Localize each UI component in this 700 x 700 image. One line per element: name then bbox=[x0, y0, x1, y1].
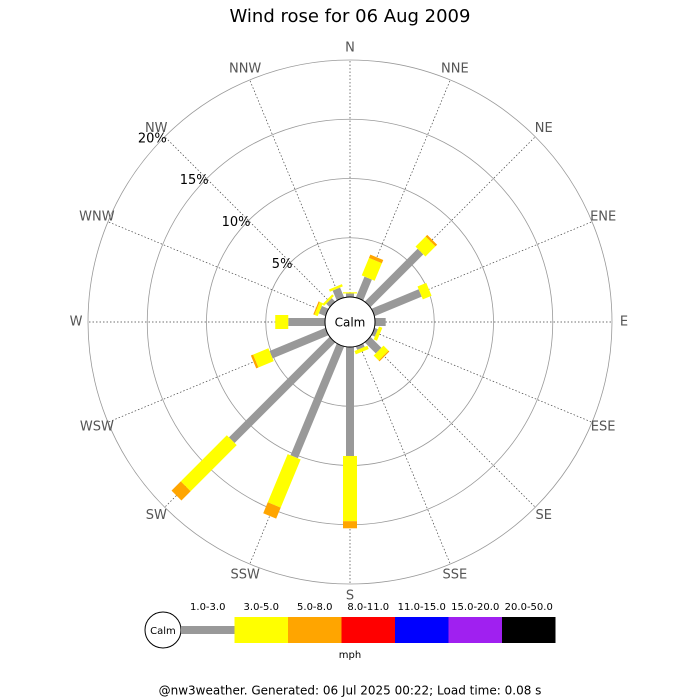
legend-swatch bbox=[502, 617, 556, 643]
spoke bbox=[367, 339, 536, 508]
bar-segment bbox=[250, 354, 259, 369]
bar-segment bbox=[415, 236, 436, 257]
direction-label: N bbox=[345, 41, 355, 56]
direction-label: NNE bbox=[441, 61, 469, 76]
direction-label: WSW bbox=[80, 419, 114, 434]
direction-label: SSE bbox=[442, 568, 467, 583]
calm-circle bbox=[324, 296, 376, 348]
bar-segment bbox=[314, 301, 324, 317]
bar-segment bbox=[364, 336, 382, 354]
legend-label: 1.0-3.0 bbox=[190, 602, 225, 613]
direction-label: ESE bbox=[591, 419, 616, 434]
direction-label: ENE bbox=[590, 210, 616, 225]
direction-label: NE bbox=[535, 121, 553, 136]
direction-label: NNW bbox=[229, 61, 261, 76]
direction-label: W bbox=[70, 315, 83, 330]
legend-label: 15.0-20.0 bbox=[451, 602, 499, 613]
bar-segment bbox=[364, 248, 424, 308]
direction-label: E bbox=[620, 315, 628, 330]
bar-segment bbox=[267, 454, 301, 508]
legend-unit: mph bbox=[339, 650, 361, 661]
legend-calm-label: Calm bbox=[150, 626, 176, 637]
bar-segment bbox=[355, 276, 372, 301]
bar-segment bbox=[417, 282, 432, 300]
ring-label: 5% bbox=[272, 257, 293, 272]
direction-label: SSW bbox=[230, 568, 260, 583]
bar-segment bbox=[171, 481, 191, 501]
spoke bbox=[372, 331, 593, 423]
spoke bbox=[249, 79, 341, 300]
legend-swatch bbox=[288, 617, 342, 643]
bar-segment bbox=[269, 327, 329, 359]
bar-segment bbox=[355, 343, 365, 350]
legend-label: 20.0-50.0 bbox=[505, 602, 553, 613]
bar-segment bbox=[180, 435, 237, 492]
chart-title: Wind rose for 06 Aug 2009 bbox=[230, 6, 471, 27]
legend-swatch bbox=[395, 617, 449, 643]
calm-label: Calm bbox=[335, 316, 366, 330]
bar-segment bbox=[361, 257, 382, 281]
legend-label: 3.0-5.0 bbox=[244, 602, 279, 613]
direction-label: SE bbox=[536, 508, 552, 523]
legend-label: 8.0-11.0 bbox=[347, 602, 389, 613]
spoke bbox=[107, 221, 328, 313]
legend-swatch bbox=[181, 626, 235, 634]
legend-swatch bbox=[234, 617, 288, 643]
bar-segment bbox=[371, 327, 378, 337]
bar-segment bbox=[371, 289, 422, 317]
legend-label: 5.0-8.0 bbox=[297, 602, 332, 613]
direction-label: NW bbox=[145, 121, 168, 136]
legend-label: 11.0-15.0 bbox=[398, 602, 446, 613]
direction-label: S bbox=[346, 589, 354, 604]
bar-segment bbox=[318, 306, 329, 317]
ring bbox=[87, 59, 613, 585]
ring-label: 10% bbox=[222, 215, 251, 230]
bar-segment bbox=[373, 326, 383, 341]
bar-segment bbox=[373, 345, 389, 361]
direction-label: WNW bbox=[79, 210, 115, 225]
bar-segment bbox=[253, 348, 274, 368]
bar-segment bbox=[378, 350, 390, 362]
ring-label: 20% bbox=[138, 131, 167, 146]
bar-segment bbox=[290, 343, 345, 459]
bar-segment bbox=[354, 345, 369, 355]
legend-swatch bbox=[448, 617, 502, 643]
bar-segment bbox=[326, 298, 336, 308]
bar-segment bbox=[263, 502, 281, 519]
bar-segment bbox=[368, 254, 384, 264]
bar-segment bbox=[228, 336, 336, 444]
direction-label: SW bbox=[146, 508, 167, 523]
spoke bbox=[164, 136, 333, 305]
legend-swatch bbox=[341, 617, 395, 643]
ring-label: 15% bbox=[180, 173, 209, 188]
spoke bbox=[359, 344, 451, 565]
bar-segment bbox=[322, 294, 334, 306]
footer: @nw3weather. Generated: 06 Jul 2025 00:2… bbox=[159, 684, 542, 698]
bar-segment bbox=[425, 234, 438, 247]
bar-segment bbox=[328, 284, 343, 292]
bar-segment bbox=[332, 287, 345, 301]
